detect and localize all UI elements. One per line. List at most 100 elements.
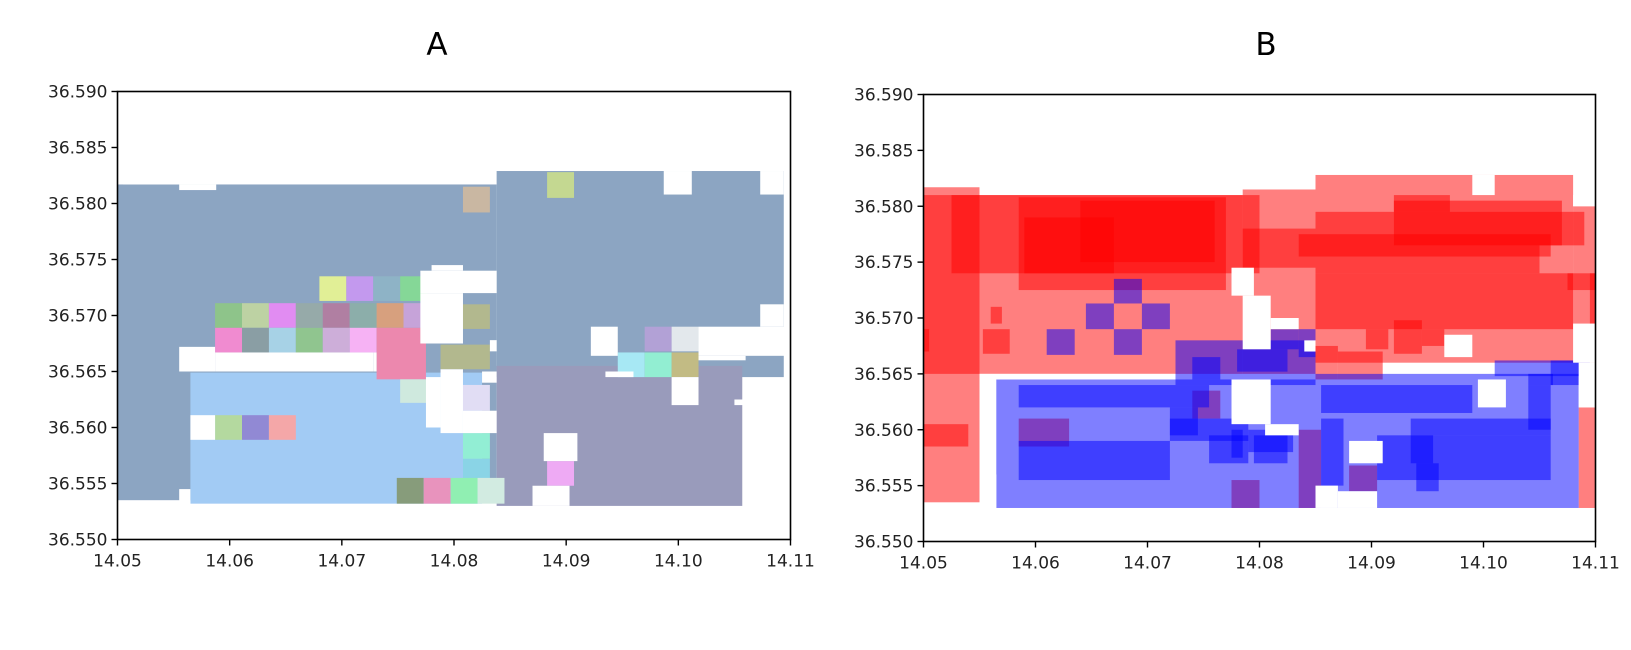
panel-b-y-tick-label-0: 36.550 [854,533,913,553]
panel-b-y-tick-label-8: 36.590 [854,86,913,106]
panel-b-series-0-rect-12 [1298,234,1551,257]
panel-b-series-1-rect-19 [1270,329,1299,350]
panel-b-y-axis: 36.550 36.555 36.560 36.565 36.570 36.575 36.5… [854,86,924,553]
panel-a-gap-11 [462,410,497,434]
panel-b: B 14.05 14.06 14.07 14.08 14.09 14.10 14.11 36… [854,27,1620,574]
panel-b-gap-6 [1270,318,1299,330]
panel-a-gap-0 [117,500,180,506]
panel-a-x-tick-label-4: 14.09 [542,552,591,572]
panel-a-gap-16 [590,326,618,356]
panel-b-title: B [1255,27,1276,63]
panel-b-gap-12 [1444,334,1473,358]
panel-a-cell-23 [400,379,428,403]
panel-b-y-tick-label-7: 36.585 [854,141,913,161]
panel-a-cell-11 [349,303,377,328]
panel-a-gap-15 [532,485,570,506]
panel-b-series-0-rect-29 [1567,273,1596,291]
panel-b-series-1-rect-2 [1018,385,1210,408]
panel-a-gap-23 [760,171,784,195]
panel-a-cell-28 [242,415,269,440]
panel-a-gap-9 [425,377,441,428]
panel-a-cell-35 [644,326,672,352]
panel-a-cell-10 [322,303,350,328]
panel-a-cell-21 [462,304,490,329]
panel-a-cell-15 [242,327,269,353]
panel-a-cell-34 [547,461,575,486]
panel-b-gap-1 [979,474,997,508]
panel-b-x-tick-label-1: 14.06 [1011,554,1060,574]
panel-a-cell-1 [547,172,575,198]
panel-a-gap-14 [543,433,578,462]
panel-a-y-tick-label-3: 36.565 [48,363,107,383]
panel-b-series-1-rect-27 [1528,385,1551,430]
panel-b-gap-10 [1304,340,1316,352]
panel-b-series-0-rect-16 [982,329,1010,354]
panel-a-gap-17 [698,326,791,356]
panel-a-gap-5 [190,415,216,440]
panel-b-series-0-rect-31 [1024,217,1114,274]
panel-b-series-1-rect-14 [1528,373,1553,386]
panel-a-y-axis: 36.550 36.555 36.560 36.565 36.570 36.575 36.5… [48,83,118,551]
panel-b-gap-8 [1349,440,1383,464]
panel-a-cell-18 [322,327,350,353]
panel-a-cell-27 [215,415,243,440]
panel-b-y-tick-label-4: 36.570 [854,309,913,329]
panel-a-gap-10 [440,369,463,434]
panel-a-y-tick-label-1: 36.555 [48,475,107,495]
panel-b-series-0-rect-21 [1421,329,1445,346]
panel-a-cell-31 [423,477,451,504]
panel-a-cell-22 [440,344,490,370]
panel-b-gap-4 [1242,295,1271,350]
panel-a-cell-33 [477,477,505,504]
panel-a-y-tick-label-0: 36.550 [48,531,107,551]
panel-b-series-0-rect-14 [923,424,969,447]
panel-b-x-tick-label-6: 14.11 [1571,554,1620,574]
panel-a-gap-12 [482,371,497,383]
panel-a-cell-3 [346,276,374,301]
panel-a-gap-2 [179,346,216,372]
panel-b-series-0-rect-32 [1393,195,1450,212]
panel-a-cell-24 [462,384,490,411]
panel-a-x-tick-label-2: 14.07 [317,552,366,572]
panel-b-series-1-rect-11 [1410,418,1551,436]
panel-b-gap-7 [1265,424,1299,436]
panel-b-series-0-rect-20 [1393,320,1422,354]
panel-a-cell-39 [671,352,699,378]
panel-a-gap-24 [760,304,784,327]
panel-a: A 14.05 14.06 14.07 14.08 14.09 14.10 14.11 36… [48,27,815,572]
panel-a-cell-30 [396,477,424,504]
panel-a-y-tick-label-4: 36.570 [48,307,107,327]
panel-b-series-1-rect-26 [1416,463,1439,492]
panel-a-cell-32 [450,477,478,504]
panel-a-cell-9 [295,303,323,328]
panel-b-series-1-rect-13 [1494,360,1590,377]
panel-b-series-0-rect-30 [1589,273,1596,324]
panel-b-series-0-rect-28 [990,306,1002,324]
panel-b-series-0-rect-10 [1315,273,1574,330]
panel-a-y-tick-label-6: 36.580 [48,195,107,215]
panel-a-cell-20 [376,327,426,380]
panel-a-cell-8 [268,303,296,328]
panel-a-cell-25 [462,433,490,459]
panel-b-series-0-rect-15 [923,329,930,352]
panel-b-series-1-rect-17 [1237,349,1288,372]
panel-a-cell-14 [215,327,243,353]
panel-a-cell-16 [268,327,296,353]
panel-a-cell-2 [319,276,347,301]
panel-b-series-1-rect-7 [1169,407,1198,436]
panel-a-gap-3 [215,352,374,372]
panel-b-y-tick-label-6: 36.580 [854,197,913,217]
panel-b-series-1-rect-10 [1377,435,1551,481]
panel-b-gap-0 [923,502,980,508]
panel-a-cell-6 [215,303,243,328]
panel-b-series-0-rect-19 [1365,329,1389,350]
panel-b-series-1-rect-28 [1231,429,1243,458]
panel-a-gap-21 [605,371,634,378]
panel-b-series-0-rect-27 [1578,407,1596,508]
panel-a-gap-1 [179,489,191,506]
panel-b-gap-5 [1231,267,1254,296]
panel-b-y-tick-label-3: 36.565 [854,365,913,385]
panel-b-plot-area [923,174,1596,508]
panel-b-series-1-rect-22 [1141,303,1170,330]
